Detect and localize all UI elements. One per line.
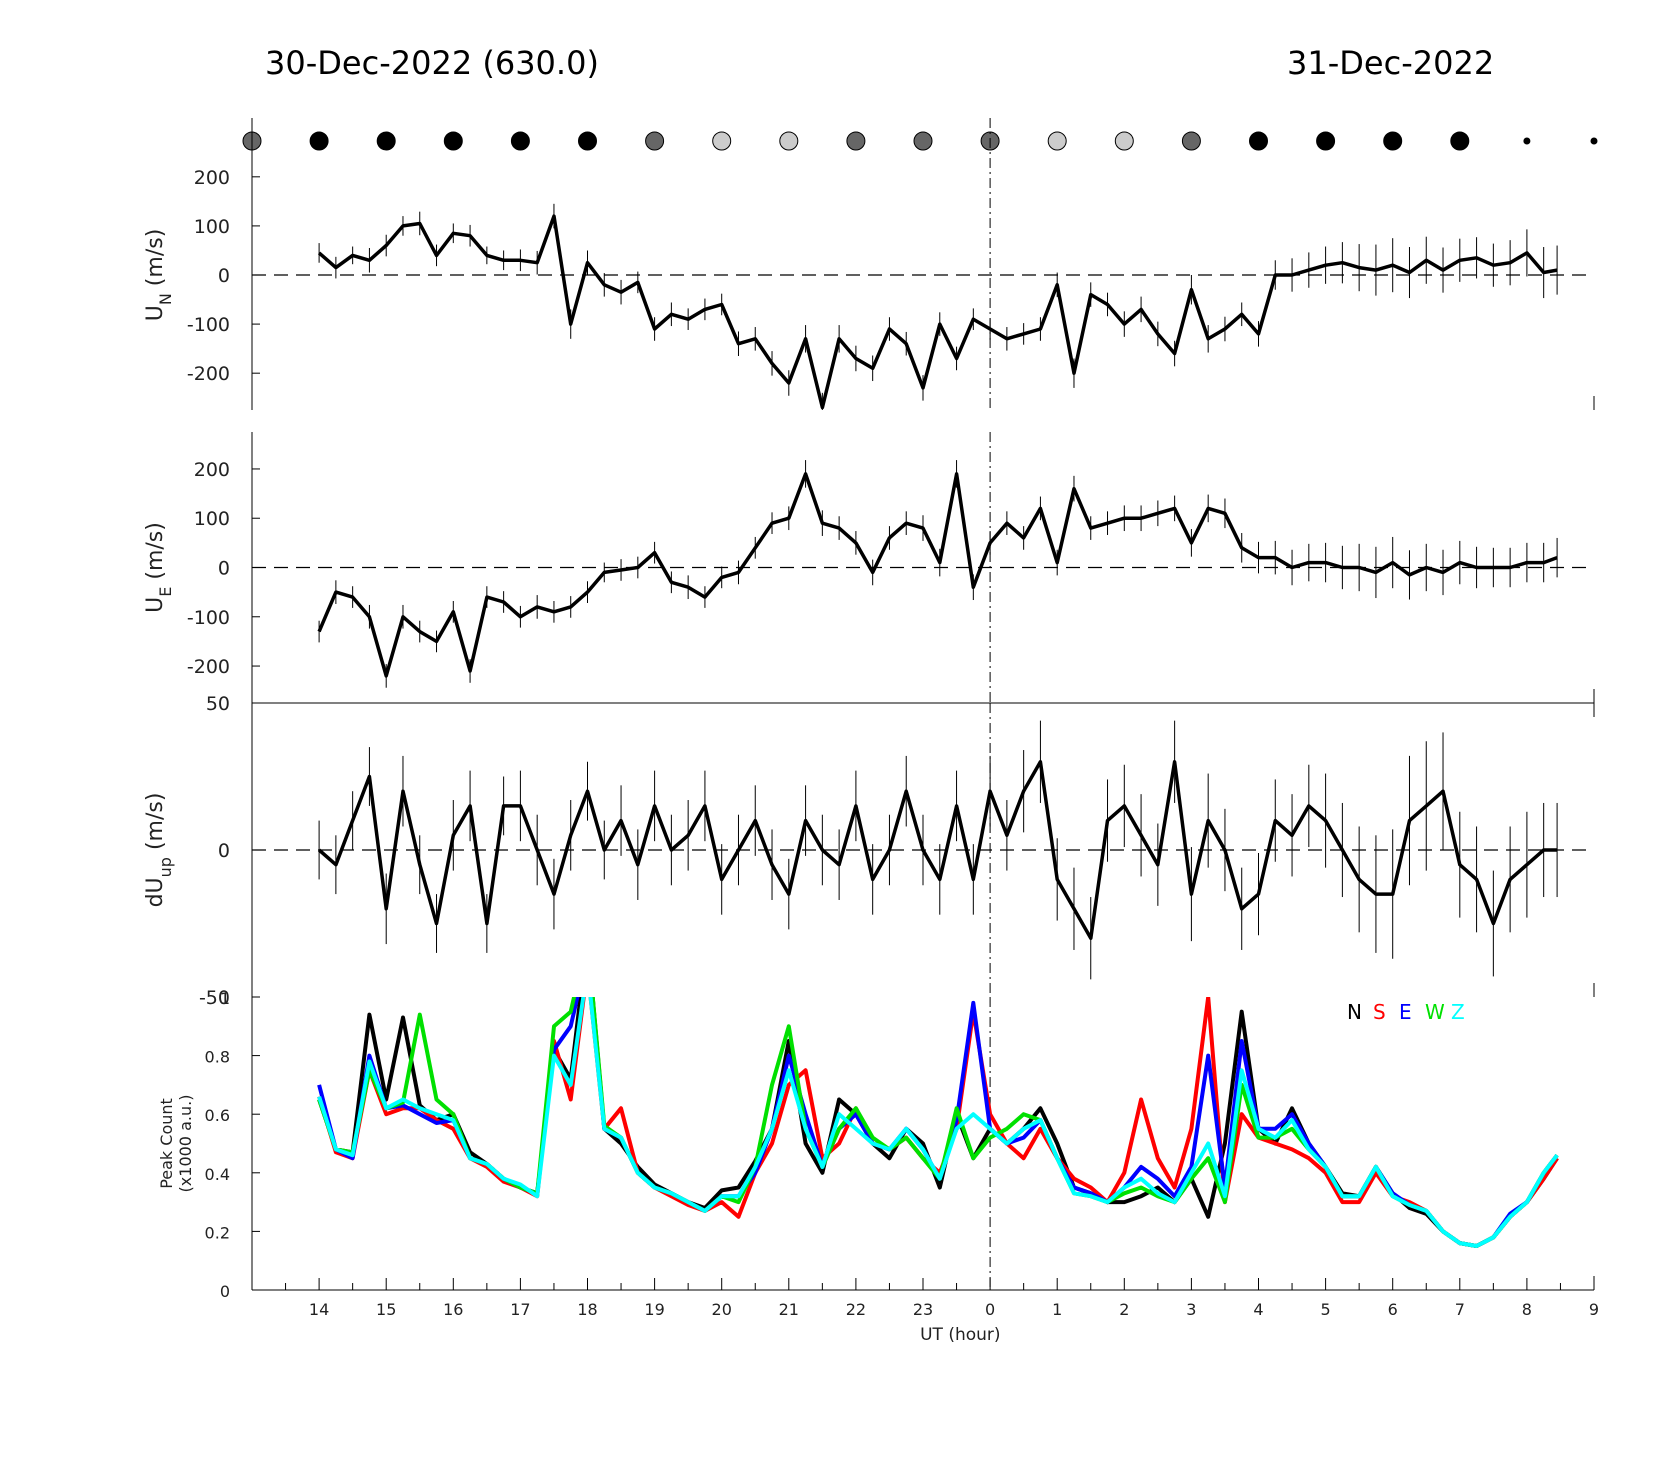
- y-tick-label: 100: [194, 216, 230, 238]
- sky-marker: [1249, 131, 1268, 151]
- x-tick-label: 4: [1253, 1300, 1263, 1319]
- y-tick-label: -200: [187, 363, 230, 385]
- sky-marker: [779, 131, 799, 151]
- series-line-S: [317, 997, 1559, 1248]
- y-tick-label: 200: [194, 167, 230, 189]
- x-tick-label: 8: [1522, 1300, 1532, 1319]
- legend-entry-E: E: [1399, 1000, 1412, 1024]
- series-line-E: [317, 997, 1559, 1248]
- x-tick-label: 5: [1321, 1300, 1331, 1319]
- legend-entry-S: S: [1373, 1000, 1386, 1024]
- series-line-W: [317, 997, 1559, 1248]
- x-tick-label: 14: [309, 1300, 329, 1319]
- sky-marker: [1523, 137, 1531, 145]
- plot-area: [317, 997, 1559, 1248]
- panel-un: 200 100 0 -100 -200 UN (m/s): [143, 118, 1595, 410]
- x-tick-label: 20: [712, 1300, 732, 1319]
- x-tick-label: 19: [644, 1300, 664, 1319]
- y-tick-label: 0.4: [205, 1165, 230, 1184]
- y-axis-label-units: (x1000 a.u.): [176, 1095, 195, 1193]
- sky-marker: [1450, 131, 1470, 151]
- sky-marker: [913, 131, 933, 151]
- y-tick-label: 0: [220, 1282, 230, 1301]
- x-tick-label: 15: [376, 1300, 396, 1319]
- sky-marker: [1047, 131, 1067, 151]
- plot-area: [317, 203, 1558, 410]
- sky-marker: [1316, 131, 1336, 151]
- x-tick-label: 22: [846, 1300, 866, 1319]
- y-axis-label: dUup (m/s): [143, 793, 175, 908]
- series-line-Z: [317, 997, 1559, 1248]
- y-axis-label: UE (m/s): [143, 522, 175, 613]
- x-tick-label: 7: [1455, 1300, 1465, 1319]
- sky-marker: [1114, 131, 1134, 151]
- x-tick-label: 3: [1186, 1300, 1196, 1319]
- x-tick-label: 9: [1589, 1300, 1599, 1319]
- x-tick-label: 17: [510, 1300, 530, 1319]
- y-tick-label: 0.2: [205, 1223, 230, 1242]
- x-tick-label: 6: [1388, 1300, 1398, 1319]
- sky-marker: [510, 131, 530, 151]
- left-date-title: 30-Dec-2022 (630.0): [265, 44, 599, 82]
- legend-entry-N: N: [1347, 1000, 1362, 1024]
- y-tick-label: 50: [206, 693, 230, 715]
- x-axis: 14 15 16 17 18 19 20 21 22 23 0 1 2 3 4 5 6 7 8 9UT (hour): [251, 1278, 1599, 1345]
- x-tick-label: 16: [443, 1300, 463, 1319]
- y-tick-label: -100: [187, 314, 230, 336]
- sky-condition-markers: [242, 131, 1598, 151]
- x-axis-label: UT (hour): [920, 1325, 1000, 1345]
- data-line: [317, 214, 1558, 410]
- y-tick-label: 0: [218, 265, 230, 287]
- y-tick-label: -100: [187, 607, 230, 629]
- x-tick-label: 18: [577, 1300, 597, 1319]
- sky-marker: [645, 131, 665, 151]
- sky-marker: [443, 131, 463, 151]
- y-tick-label: 0.8: [205, 1048, 230, 1067]
- right-date-title: 31-Dec-2022: [1287, 44, 1495, 82]
- y-tick-label: -50: [199, 987, 230, 1009]
- series-line-N: [317, 997, 1559, 1248]
- sky-marker: [846, 131, 866, 151]
- y-tick-label: 100: [194, 508, 230, 530]
- y-tick-label: 0: [218, 558, 230, 580]
- y-tick-label: 200: [194, 459, 230, 481]
- sky-marker: [712, 131, 732, 151]
- y-axis-label: UN (m/s): [143, 229, 175, 322]
- sky-marker: [578, 131, 597, 151]
- legend-entry-W: W: [1425, 1000, 1445, 1024]
- data-line: [317, 760, 1558, 940]
- x-tick-label: 23: [913, 1300, 933, 1319]
- sky-marker: [376, 131, 396, 151]
- sky-marker: [1181, 131, 1201, 151]
- y-axis-label: Peak Count: [157, 1098, 176, 1189]
- y-tick-label: 0.6: [205, 1106, 230, 1125]
- sky-marker: [1383, 131, 1403, 151]
- y-tick-label: -200: [187, 656, 230, 678]
- x-tick-label: 2: [1119, 1300, 1129, 1319]
- panel-pk: 1 0.8 0.6 0.4 0.2 0 Peak Count (x1000 a.u.): [157, 989, 1595, 1301]
- y-tick-label: 1: [220, 989, 230, 1008]
- plot-area: [317, 460, 1558, 688]
- sky-marker: [309, 131, 329, 151]
- panel-dup: 50 0 -50 dUup (m/s): [143, 693, 1595, 1009]
- data-line: [317, 472, 1558, 678]
- x-tick-label: 1: [1052, 1300, 1062, 1319]
- sky-marker: [1590, 137, 1598, 145]
- plot-area: [317, 720, 1558, 980]
- x-tick-label: 21: [779, 1300, 799, 1319]
- x-tick-label: 0: [985, 1300, 995, 1319]
- y-tick-label: 0: [218, 840, 230, 862]
- legend-entry-Z: Z: [1451, 1000, 1465, 1024]
- panel-ue: 200 100 0 -100 -200 UE (m/s): [143, 432, 1595, 703]
